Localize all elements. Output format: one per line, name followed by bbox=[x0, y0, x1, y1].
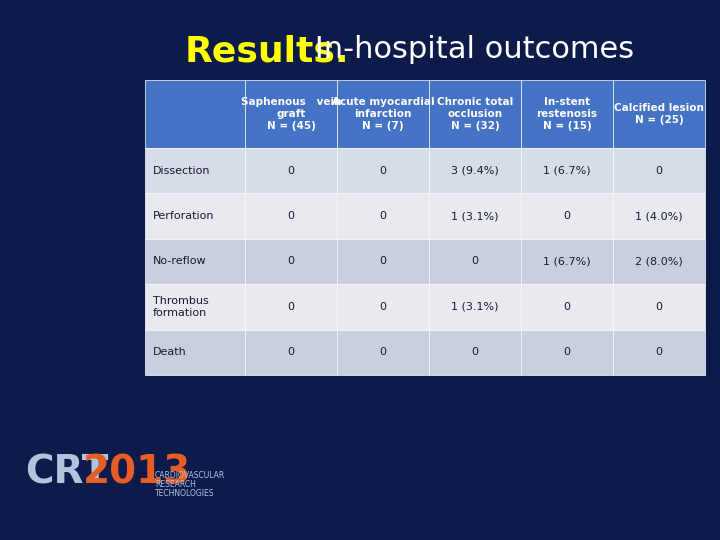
Text: Results.: Results. bbox=[185, 35, 349, 69]
Text: 0: 0 bbox=[379, 302, 387, 312]
FancyBboxPatch shape bbox=[613, 193, 705, 239]
FancyBboxPatch shape bbox=[337, 284, 429, 329]
Text: In-stent
restenosis
N = (15): In-stent restenosis N = (15) bbox=[536, 97, 598, 131]
Text: 1 (4.0%): 1 (4.0%) bbox=[635, 211, 683, 221]
FancyBboxPatch shape bbox=[337, 239, 429, 284]
FancyBboxPatch shape bbox=[521, 329, 613, 375]
FancyBboxPatch shape bbox=[145, 193, 245, 239]
FancyBboxPatch shape bbox=[429, 148, 521, 193]
Text: 0: 0 bbox=[472, 256, 479, 267]
Text: Thrombus
formation: Thrombus formation bbox=[153, 296, 209, 318]
FancyBboxPatch shape bbox=[613, 329, 705, 375]
Text: 0: 0 bbox=[379, 211, 387, 221]
Text: 0: 0 bbox=[287, 256, 294, 267]
FancyBboxPatch shape bbox=[245, 329, 337, 375]
FancyBboxPatch shape bbox=[613, 80, 705, 148]
FancyBboxPatch shape bbox=[429, 80, 521, 148]
Text: 0: 0 bbox=[379, 166, 387, 176]
Text: TECHNOLOGIES: TECHNOLOGIES bbox=[155, 489, 215, 498]
Text: 0: 0 bbox=[655, 302, 662, 312]
FancyBboxPatch shape bbox=[521, 284, 613, 329]
Text: 0: 0 bbox=[472, 347, 479, 357]
FancyBboxPatch shape bbox=[337, 148, 429, 193]
FancyBboxPatch shape bbox=[145, 329, 245, 375]
Text: 2013: 2013 bbox=[83, 454, 192, 492]
Text: 0: 0 bbox=[655, 166, 662, 176]
Text: 0: 0 bbox=[564, 211, 570, 221]
FancyBboxPatch shape bbox=[429, 193, 521, 239]
Text: Saphenous   vein
graft
N = (45): Saphenous vein graft N = (45) bbox=[240, 97, 341, 131]
Text: 0: 0 bbox=[287, 211, 294, 221]
FancyBboxPatch shape bbox=[521, 80, 613, 148]
Text: Death: Death bbox=[153, 347, 186, 357]
Text: 0: 0 bbox=[287, 302, 294, 312]
Text: RESEARCH: RESEARCH bbox=[155, 480, 196, 489]
FancyBboxPatch shape bbox=[245, 193, 337, 239]
FancyBboxPatch shape bbox=[245, 148, 337, 193]
Text: 0: 0 bbox=[564, 347, 570, 357]
FancyBboxPatch shape bbox=[337, 329, 429, 375]
Text: 3 (9.4%): 3 (9.4%) bbox=[451, 166, 499, 176]
FancyBboxPatch shape bbox=[337, 80, 429, 148]
FancyBboxPatch shape bbox=[429, 329, 521, 375]
Text: Calcified lesion
N = (25): Calcified lesion N = (25) bbox=[614, 103, 704, 125]
Text: No-reflow: No-reflow bbox=[153, 256, 207, 267]
FancyBboxPatch shape bbox=[245, 284, 337, 329]
Text: Acute myocardial
infarction
N = (7): Acute myocardial infarction N = (7) bbox=[332, 97, 434, 131]
FancyBboxPatch shape bbox=[145, 239, 245, 284]
Text: Chronic total
occlusion
N = (32): Chronic total occlusion N = (32) bbox=[437, 97, 513, 131]
FancyBboxPatch shape bbox=[521, 148, 613, 193]
FancyBboxPatch shape bbox=[145, 80, 245, 148]
FancyBboxPatch shape bbox=[521, 239, 613, 284]
FancyBboxPatch shape bbox=[145, 148, 245, 193]
FancyBboxPatch shape bbox=[145, 284, 245, 329]
Text: 1 (6.7%): 1 (6.7%) bbox=[543, 166, 591, 176]
FancyBboxPatch shape bbox=[245, 239, 337, 284]
FancyBboxPatch shape bbox=[613, 239, 705, 284]
Text: 1 (6.7%): 1 (6.7%) bbox=[543, 256, 591, 267]
Text: Perforation: Perforation bbox=[153, 211, 215, 221]
Text: 0: 0 bbox=[379, 256, 387, 267]
Text: CARDIOVASCULAR: CARDIOVASCULAR bbox=[155, 471, 225, 480]
Text: 0: 0 bbox=[379, 347, 387, 357]
Text: 2 (8.0%): 2 (8.0%) bbox=[635, 256, 683, 267]
Text: In-hospital outcomes: In-hospital outcomes bbox=[305, 35, 634, 64]
Text: 1 (3.1%): 1 (3.1%) bbox=[451, 302, 499, 312]
Text: 0: 0 bbox=[564, 302, 570, 312]
FancyBboxPatch shape bbox=[337, 193, 429, 239]
FancyBboxPatch shape bbox=[429, 239, 521, 284]
Text: CRT: CRT bbox=[25, 454, 109, 492]
FancyBboxPatch shape bbox=[245, 80, 337, 148]
Text: 0: 0 bbox=[655, 347, 662, 357]
Text: 0: 0 bbox=[287, 166, 294, 176]
FancyBboxPatch shape bbox=[429, 284, 521, 329]
FancyBboxPatch shape bbox=[613, 148, 705, 193]
Text: Dissection: Dissection bbox=[153, 166, 210, 176]
Text: 1 (3.1%): 1 (3.1%) bbox=[451, 211, 499, 221]
Text: 0: 0 bbox=[287, 347, 294, 357]
FancyBboxPatch shape bbox=[521, 193, 613, 239]
FancyBboxPatch shape bbox=[613, 284, 705, 329]
